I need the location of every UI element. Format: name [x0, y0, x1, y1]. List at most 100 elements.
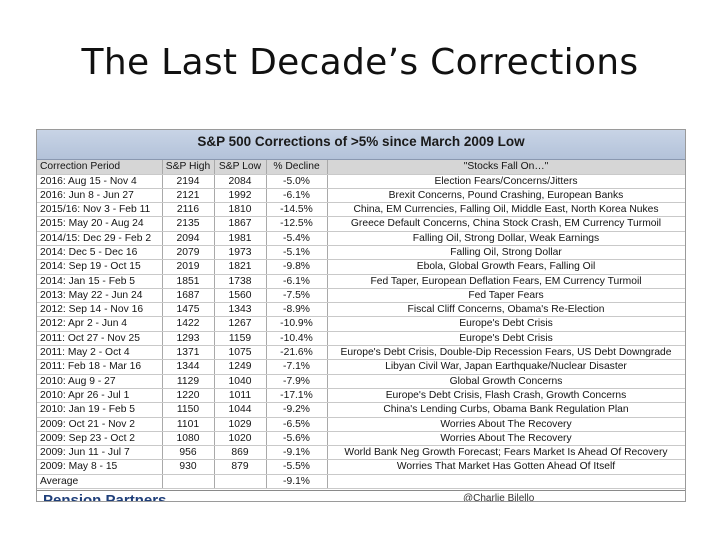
table-banner: S&P 500 Corrections of >5% since March 2… — [37, 130, 685, 160]
cell-correction-period: 2009: Jun 11 - Jul 7 — [37, 445, 163, 461]
cell-correction-period: 2016: Jun 8 - Jun 27 — [37, 188, 163, 204]
cell-percent-decline: -9.1% — [266, 445, 328, 461]
table-row: 2010: Apr 26 - Jul 1 1220 1011 -17.1% Europe… — [37, 388, 685, 404]
cell-sp-high: 2116 — [162, 202, 215, 218]
cell-sp-low: 2084 — [214, 174, 267, 189]
cell-sp-high: 2019 — [162, 259, 215, 275]
cell-sp-low: 1973 — [214, 245, 267, 261]
cell-stocks-fall-on: World Bank Neg Growth Forecast; Fears Ma… — [327, 445, 685, 461]
table-row: 2009: May 8 - 15 930 879 -5.5% Worries That … — [37, 459, 685, 475]
table-row: 2009: Jun 11 - Jul 7 956 869 -9.1% World Ban… — [37, 445, 685, 461]
cell-percent-decline: -7.5% — [266, 288, 328, 304]
cell-correction-period: 2010: Aug 9 - 27 — [37, 374, 163, 389]
cell-sp-low: 1992 — [214, 188, 267, 204]
table-row: 2014: Jan 15 - Feb 5 1851 1738 -6.1% Fed Tap… — [37, 274, 685, 289]
table-body: 2016: Aug 15 - Nov 4 2194 2084 -5.0% Electio… — [37, 174, 685, 490]
header-stocks-fall-on: "Stocks Fall On…" — [327, 160, 685, 175]
cell-empty — [162, 473, 215, 490]
cell-sp-low: 1249 — [214, 359, 267, 375]
cell-correction-period: 2014: Jan 15 - Feb 5 — [37, 274, 163, 289]
table-row: 2015: May 20 - Aug 24 2135 1867 -12.5% Greec… — [37, 216, 685, 232]
cell-correction-period: 2012: Sep 14 - Nov 16 — [37, 302, 163, 318]
cell-stocks-fall-on: Falling Oil, Strong Dollar — [327, 245, 685, 261]
table-row: 2010: Aug 9 - 27 1129 1040 -7.9% Global Grow… — [37, 374, 685, 389]
cell-sp-high: 1371 — [162, 345, 215, 361]
cell-sp-high: 1422 — [162, 316, 215, 332]
cell-sp-low: 1810 — [214, 202, 267, 218]
cell-stocks-fall-on: Worries About The Recovery — [327, 431, 685, 447]
cell-stocks-fall-on: Europe's Debt Crisis — [327, 331, 685, 347]
cell-stocks-fall-on: Europe's Debt Crisis, Flash Crash, Growt… — [327, 388, 685, 404]
cell-sp-low: 1044 — [214, 402, 267, 418]
header-sp-high: S&P High — [162, 160, 215, 175]
cell-empty — [327, 473, 685, 490]
cell-sp-high: 2194 — [162, 174, 215, 189]
cell-sp-low: 1040 — [214, 374, 267, 389]
cell-empty — [214, 473, 267, 490]
cell-percent-decline: -9.2% — [266, 402, 328, 418]
cell-percent-decline: -7.1% — [266, 359, 328, 375]
table-row: 2011: Oct 27 - Nov 25 1293 1159 -10.4% Europ… — [37, 331, 685, 347]
cell-percent-decline: -5.5% — [266, 459, 328, 475]
header-percent-decline: % Decline — [266, 160, 328, 175]
cell-sp-low: 1981 — [214, 231, 267, 246]
cell-sp-low: 1020 — [214, 431, 267, 447]
table-row: 2009: Sep 23 - Oct 2 1080 1020 -5.6% Worries… — [37, 431, 685, 447]
cell-percent-decline: -5.4% — [266, 231, 328, 246]
cell-sp-low: 1075 — [214, 345, 267, 361]
cell-percent-decline: -17.1% — [266, 388, 328, 404]
cell-stocks-fall-on: Falling Oil, Strong Dollar, Weak Earning… — [327, 231, 685, 246]
cell-correction-period: 2009: May 8 - 15 — [37, 459, 163, 475]
cell-percent-decline: -5.6% — [266, 431, 328, 447]
average-row: Average -9.1% — [37, 473, 685, 490]
cell-stocks-fall-on: Brexit Concerns, Pound Crashing, Europea… — [327, 188, 685, 204]
cell-percent-decline: -7.9% — [266, 374, 328, 389]
table-row: 2014/15: Dec 29 - Feb 2 2094 1981 -5.4% Fall… — [37, 231, 685, 246]
cell-sp-high: 2094 — [162, 231, 215, 246]
cell-average-label: Average — [37, 473, 163, 490]
cell-percent-decline: -12.5% — [266, 216, 328, 232]
cell-percent-decline: -8.9% — [266, 302, 328, 318]
cell-percent-decline: -21.6% — [266, 345, 328, 361]
cell-percent-decline: -5.1% — [266, 245, 328, 261]
table-row: 2016: Jun 8 - Jun 27 2121 1992 -6.1% Brexit … — [37, 188, 685, 204]
table-row: 2009: Oct 21 - Nov 2 1101 1029 -6.5% Worries… — [37, 417, 685, 432]
cell-sp-low: 1029 — [214, 417, 267, 432]
cell-correction-period: 2011: Oct 27 - Nov 25 — [37, 331, 163, 347]
cell-correction-period: 2014: Sep 19 - Oct 15 — [37, 259, 163, 275]
table-row: 2014: Dec 5 - Dec 16 2079 1973 -5.1% Falling… — [37, 245, 685, 261]
cell-stocks-fall-on: Fed Taper, European Deflation Fears, EM … — [327, 274, 685, 289]
cell-correction-period: 2015/16: Nov 3 - Feb 11 — [37, 202, 163, 218]
cell-sp-high: 1344 — [162, 359, 215, 375]
cell-sp-low: 1738 — [214, 274, 267, 289]
cell-stocks-fall-on: Libyan Civil War, Japan Earthquake/Nucle… — [327, 359, 685, 375]
cell-correction-period: 2014: Dec 5 - Dec 16 — [37, 245, 163, 261]
table-row: 2011: Feb 18 - Mar 16 1344 1249 -7.1% Libyan… — [37, 359, 685, 375]
cell-sp-low: 879 — [214, 459, 267, 475]
cell-stocks-fall-on: Worries About The Recovery — [327, 417, 685, 432]
cell-sp-low: 1343 — [214, 302, 267, 318]
cell-stocks-fall-on: Election Fears/Concerns/Jitters — [327, 174, 685, 189]
cell-percent-decline: -10.4% — [266, 331, 328, 347]
cell-correction-period: 2013: May 22 - Jun 24 — [37, 288, 163, 304]
cell-correction-period: 2012: Apr 2 - Jun 4 — [37, 316, 163, 332]
footer-credit: @Charlie Bilello — [463, 493, 535, 502]
cell-sp-high: 1293 — [162, 331, 215, 347]
cell-correction-period: 2011: Feb 18 - Mar 16 — [37, 359, 163, 375]
cell-sp-low: 1821 — [214, 259, 267, 275]
slide-title: The Last Decade’s Corrections — [81, 42, 639, 83]
cell-sp-high: 1851 — [162, 274, 215, 289]
cell-sp-low: 869 — [214, 445, 267, 461]
cell-correction-period: 2014/15: Dec 29 - Feb 2 — [37, 231, 163, 246]
cell-sp-high: 930 — [162, 459, 215, 475]
table-row: 2012: Sep 14 - Nov 16 1475 1343 -8.9% Fiscal… — [37, 302, 685, 318]
header-sp-low: S&P Low — [214, 160, 267, 175]
cell-correction-period: 2016: Aug 15 - Nov 4 — [37, 174, 163, 189]
cell-sp-high: 2121 — [162, 188, 215, 204]
footer-logo: Pension Partners — [43, 492, 167, 502]
cell-sp-low: 1011 — [214, 388, 267, 404]
cell-stocks-fall-on: China, EM Currencies, Falling Oil, Middl… — [327, 202, 685, 218]
cell-sp-low: 1560 — [214, 288, 267, 304]
cell-sp-high: 1475 — [162, 302, 215, 318]
corrections-table: Correction Period S&P High S&P Low % Dec… — [37, 160, 685, 490]
